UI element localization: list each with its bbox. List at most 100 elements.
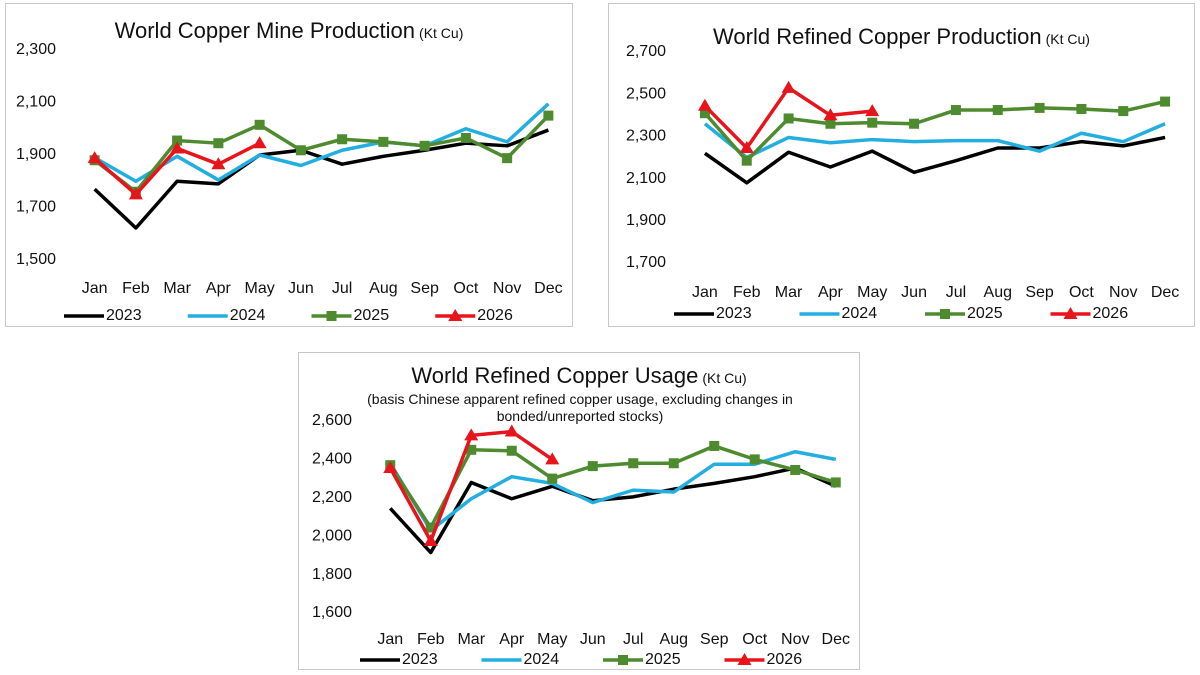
marker-triangle [211, 157, 226, 170]
y-tick-label: 1,900 [626, 212, 666, 229]
x-tick-label: May [857, 284, 887, 301]
series-line [388, 444, 837, 530]
legend-label: 2023 [402, 651, 438, 668]
y-tick-label: 1,700 [16, 199, 56, 216]
x-tick-label: Jun [288, 280, 314, 297]
marker-triangle [448, 309, 463, 321]
marker-square [830, 477, 841, 488]
x-tick-label: Dec [822, 631, 850, 648]
legend-label: 2025 [354, 307, 390, 324]
y-tick-label: 1,900 [16, 146, 56, 163]
marker-square [295, 145, 306, 156]
series-line [388, 466, 837, 555]
x-tick-label: Dec [534, 280, 562, 297]
chart-unit: (Kt Cu) [419, 25, 464, 41]
x-tick-label: Feb [417, 631, 445, 648]
marker-square [466, 444, 477, 455]
series-line [93, 102, 550, 183]
marker-triangle [383, 461, 398, 474]
marker-square [867, 117, 878, 128]
marker-triangle [545, 452, 560, 465]
chart-unit: (Kt Cu) [702, 370, 747, 386]
y-tick-label: 2,400 [312, 451, 352, 468]
legend-label: 2025 [967, 305, 1003, 322]
marker-square [337, 134, 348, 145]
series-line [703, 122, 1166, 160]
marker-square [790, 464, 801, 475]
chart-title: World Refined Copper Usage [411, 363, 699, 388]
x-tick-label: Jun [580, 631, 606, 648]
marker-square [1034, 102, 1045, 113]
marker-square [668, 458, 679, 469]
x-tick-label: Aug [984, 284, 1012, 301]
marker-triangle [823, 108, 838, 121]
x-tick-label: Feb [122, 280, 150, 297]
marker-square [460, 132, 471, 143]
series-line [703, 135, 1166, 185]
x-tick-label: Mar [457, 631, 485, 648]
marker-square [1160, 96, 1171, 107]
marker-square [783, 113, 794, 124]
title-block: World Refined Copper Production (Kt Cu) [609, 24, 1194, 50]
x-tick-label: Mar [775, 284, 803, 301]
x-tick-label: Nov [493, 280, 521, 297]
x-tick-label: Jul [946, 284, 966, 301]
legend-label: 2025 [645, 651, 681, 668]
legend-label: 2024 [842, 305, 878, 322]
x-tick-label: Sep [700, 631, 729, 648]
x-tick-label: Aug [660, 631, 688, 648]
x-tick-label: Apr [206, 280, 232, 297]
y-tick-label: 2,700 [626, 43, 666, 60]
marker-triangle [423, 534, 438, 546]
marker-triangle [865, 104, 880, 117]
chart-panel: World Refined Copper Production (Kt Cu) [608, 3, 1195, 327]
legend-label: 2023 [106, 307, 142, 324]
x-tick-label: Jul [623, 631, 643, 648]
y-tick-label: 2,000 [312, 527, 352, 544]
y-tick-label: 2,100 [626, 170, 666, 187]
legend-label: 2026 [767, 651, 803, 668]
marker-square [992, 105, 1003, 116]
marker-triangle [252, 136, 267, 149]
x-tick-label: May [537, 631, 567, 648]
marker-square [378, 136, 389, 147]
x-tick-label: Sep [1025, 284, 1054, 301]
marker-square [825, 118, 836, 129]
y-tick-label: 1,800 [312, 566, 352, 583]
x-tick-label: Apr [499, 631, 525, 648]
y-tick-label: 2,100 [16, 94, 56, 111]
chart-panel: World Refined Copper Usage (Kt Cu) (basis … [298, 352, 860, 670]
y-tick-label: 2,500 [626, 85, 666, 102]
x-tick-label: Jul [332, 280, 352, 297]
marker-square [425, 522, 436, 533]
title-block: World Copper Mine Production (Kt Cu) [6, 18, 572, 44]
marker-square [213, 138, 224, 149]
marker-square [587, 461, 598, 472]
marker-square [172, 135, 183, 146]
x-tick-label: Apr [818, 284, 844, 301]
x-tick-label: Aug [369, 280, 397, 297]
marker-square [628, 458, 639, 469]
x-tick-label: Feb [733, 284, 761, 301]
legend-label: 2026 [477, 307, 513, 324]
marker-square [502, 153, 513, 164]
marker-triangle [464, 428, 479, 441]
x-tick-label: Nov [781, 631, 809, 648]
legend-label: 2024 [230, 307, 266, 324]
x-tick-label: Jan [377, 631, 403, 648]
marker-square [547, 473, 558, 484]
x-tick-label: May [245, 280, 275, 297]
marker-triangle [504, 424, 519, 437]
marker-square [940, 309, 950, 319]
marker-square [1076, 103, 1087, 114]
marker-square [506, 445, 517, 456]
marker-triangle [697, 98, 712, 111]
y-tick-label: 2,300 [16, 41, 56, 58]
title-block: World Refined Copper Usage (Kt Cu) [299, 363, 859, 389]
legend-label: 2024 [524, 651, 560, 668]
x-tick-label: Jun [901, 284, 927, 301]
marker-triangle [739, 141, 754, 154]
legend-label: 2023 [716, 305, 752, 322]
